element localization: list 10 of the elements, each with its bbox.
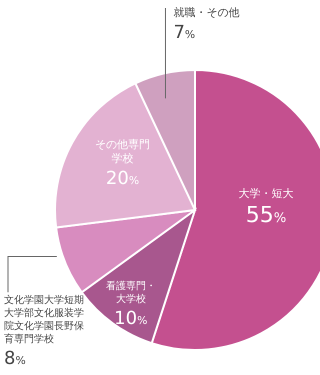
data-label: 7%	[173, 22, 196, 44]
slice-label: 大学・短大	[238, 187, 295, 202]
data-label: 55%	[246, 203, 286, 228]
slice-label: 文化学園大学短期大学部文化服装学院文化学園長野保育専門学校	[4, 294, 85, 346]
data-label: 20%	[106, 168, 140, 190]
data-label: 10%	[114, 308, 148, 329]
slice-label: 就職・その他	[173, 6, 240, 20]
data-label: 8%	[4, 348, 26, 370]
slice-label: 看護専門・大学校	[104, 280, 157, 306]
slice-label: その他専門学校	[94, 138, 152, 166]
